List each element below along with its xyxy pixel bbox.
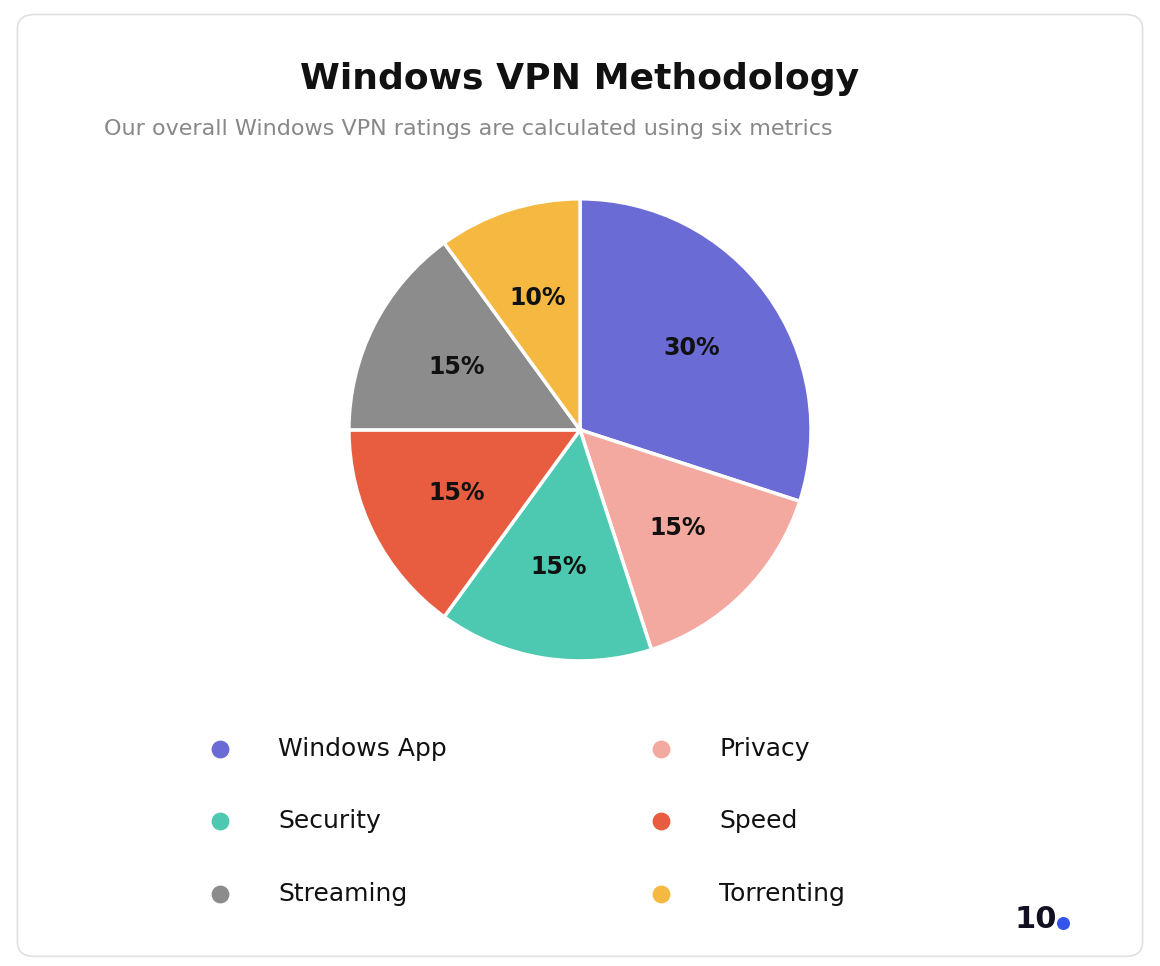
Wedge shape <box>349 430 580 617</box>
Text: Our overall Windows VPN ratings are calculated using six metrics: Our overall Windows VPN ratings are calc… <box>104 120 833 139</box>
Text: Windows VPN Methodology: Windows VPN Methodology <box>300 62 860 97</box>
Text: 30%: 30% <box>664 336 720 360</box>
Point <box>652 813 670 829</box>
Text: 15%: 15% <box>428 355 485 379</box>
Text: Torrenting: Torrenting <box>719 882 846 905</box>
Point <box>652 886 670 901</box>
Text: Security: Security <box>278 810 382 833</box>
Point <box>652 741 670 756</box>
Text: 15%: 15% <box>530 554 587 579</box>
Wedge shape <box>580 199 811 501</box>
Text: Privacy: Privacy <box>719 737 810 760</box>
Point <box>1053 916 1072 931</box>
Wedge shape <box>349 242 580 430</box>
Point <box>211 741 230 756</box>
Text: 15%: 15% <box>428 481 485 505</box>
Wedge shape <box>580 430 799 649</box>
Text: Streaming: Streaming <box>278 882 407 905</box>
Text: Speed: Speed <box>719 810 798 833</box>
Point <box>211 886 230 901</box>
Wedge shape <box>444 430 652 661</box>
Text: 10%: 10% <box>509 286 565 310</box>
Wedge shape <box>444 199 580 430</box>
Text: 15%: 15% <box>650 516 706 540</box>
Point <box>211 813 230 829</box>
Text: 10: 10 <box>1015 905 1057 934</box>
FancyBboxPatch shape <box>17 14 1143 956</box>
Text: Windows App: Windows App <box>278 737 447 760</box>
